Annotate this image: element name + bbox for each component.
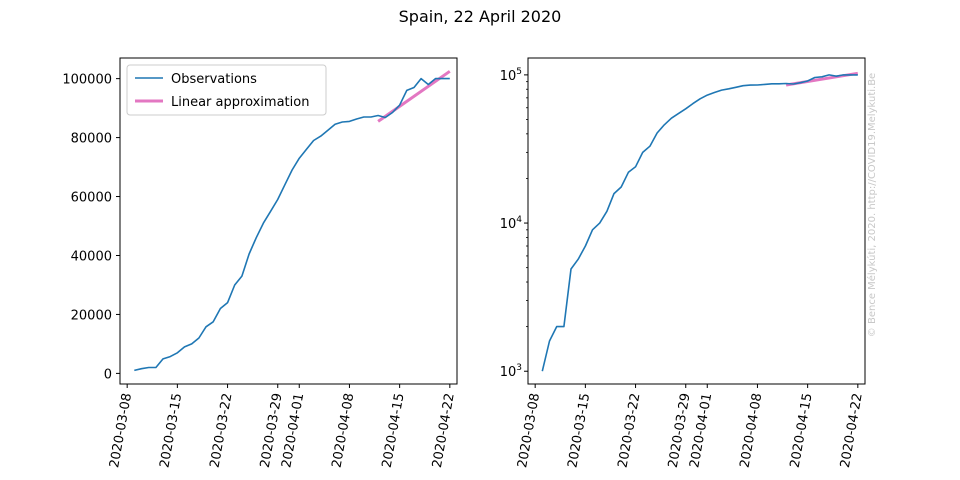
y-tick-label: 103 <box>500 363 522 380</box>
legend-box <box>126 64 327 116</box>
y-tick-label: 100000 <box>62 73 112 88</box>
legend-label-observations: Observations <box>171 72 257 87</box>
series-linear-approximation <box>377 70 451 123</box>
series-observations <box>541 74 858 372</box>
axes-frame <box>527 57 866 385</box>
y-tick-label: 60000 <box>71 191 112 206</box>
figure-title: Spain, 22 April 2020 <box>399 7 562 26</box>
y-tick-label: 105 <box>500 67 522 84</box>
legend-label-linear-approximation: Linear approximation <box>171 95 309 110</box>
y-tick-label: 0 <box>104 367 112 382</box>
y-tick-label: 104 <box>500 215 523 232</box>
y-tick-label: 80000 <box>71 132 112 147</box>
y-tick-label: 20000 <box>71 308 112 323</box>
watermark: © Bence Mélykúti, 2020. http://COVID19.M… <box>866 73 878 337</box>
axes-frame <box>119 57 458 385</box>
y-tick-label: 40000 <box>71 249 112 264</box>
series-observations <box>134 77 450 372</box>
